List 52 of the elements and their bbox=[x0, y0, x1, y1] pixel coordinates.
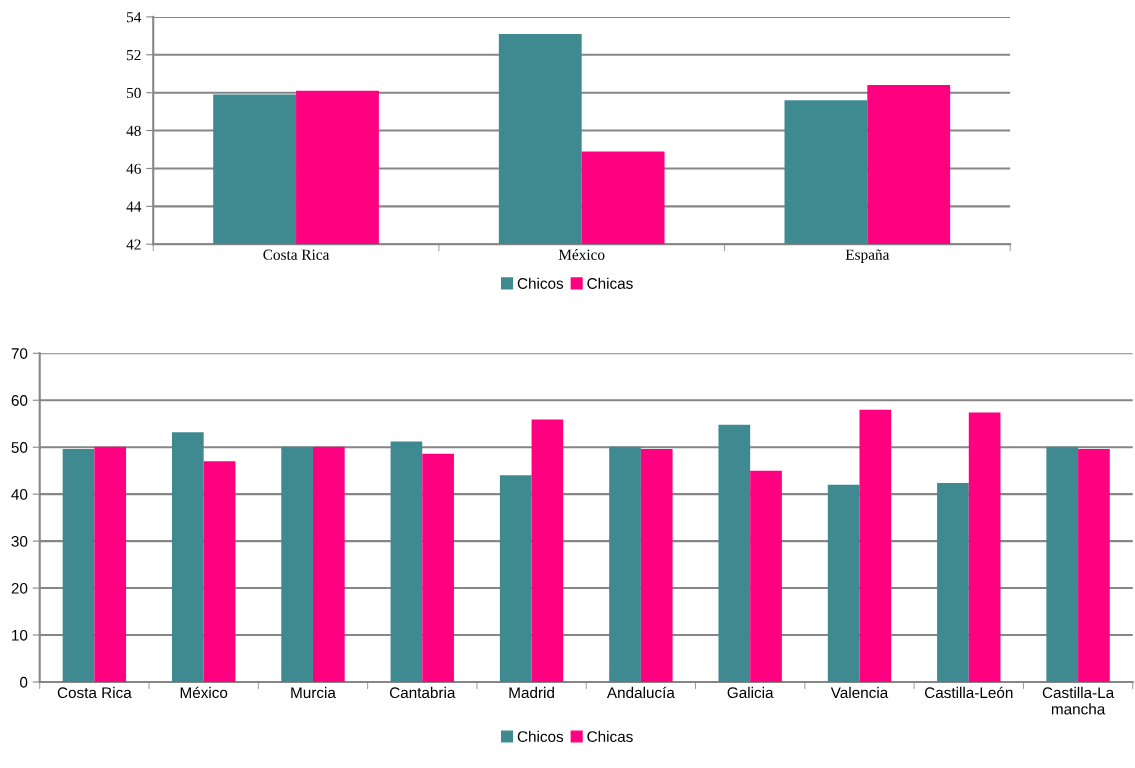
x-tick-label: Galicia bbox=[727, 686, 774, 699]
x-tick-label: Castilla-León bbox=[924, 686, 1013, 699]
bar bbox=[968, 412, 1001, 682]
y-tick-label: 50 bbox=[11, 442, 28, 453]
x-tick-label: España bbox=[845, 249, 890, 263]
x-tick-label: Valencia bbox=[830, 686, 889, 699]
bar bbox=[531, 419, 564, 682]
bar bbox=[1046, 446, 1079, 682]
bar bbox=[203, 461, 236, 682]
bar bbox=[609, 446, 641, 682]
bar bbox=[422, 453, 454, 682]
y-tick-label: 60 bbox=[11, 395, 28, 406]
x-tick-label: Andalucía bbox=[606, 686, 675, 699]
bar bbox=[718, 424, 751, 682]
y-tick-label: 52 bbox=[127, 49, 141, 61]
bar bbox=[750, 470, 782, 682]
bar bbox=[171, 432, 204, 682]
bar bbox=[1078, 449, 1110, 682]
bar bbox=[937, 482, 969, 682]
bar bbox=[859, 409, 892, 682]
y-tick-label: 50 bbox=[127, 87, 141, 99]
legend-label: Chicos bbox=[517, 277, 564, 289]
legend-label: Chicas bbox=[587, 277, 633, 289]
y-tick-label: 20 bbox=[11, 582, 28, 594]
y-tick-label: 10 bbox=[12, 629, 28, 641]
legend-label: Chicos bbox=[517, 730, 564, 743]
bar bbox=[640, 449, 673, 682]
x-tick-label: Madrid bbox=[509, 686, 554, 699]
bar bbox=[499, 475, 532, 682]
y-tick-label: 30 bbox=[11, 535, 28, 547]
y-tick-label: 40 bbox=[11, 489, 28, 500]
bar bbox=[281, 446, 313, 682]
y-tick-label: 48 bbox=[126, 125, 141, 137]
x-tick-label: México bbox=[558, 249, 605, 260]
y-tick-label: 70 bbox=[11, 348, 28, 359]
bar bbox=[94, 446, 127, 682]
y-tick-label: 46 bbox=[126, 163, 141, 174]
x-tick-label: Costa Rica bbox=[263, 249, 330, 260]
legend-label: Chicas bbox=[587, 730, 633, 743]
x-tick-label: Cantabria bbox=[389, 686, 456, 699]
x-tick-label: Castilla-La mancha bbox=[1042, 686, 1115, 715]
x-tick-label: Costa Rica bbox=[57, 686, 132, 699]
bar bbox=[827, 484, 860, 682]
bar bbox=[390, 441, 423, 682]
y-tick-label: 44 bbox=[126, 201, 142, 212]
bar bbox=[312, 446, 345, 682]
y-tick-label: 54 bbox=[127, 12, 142, 23]
bar bbox=[62, 449, 95, 682]
x-tick-label: Murcia bbox=[291, 686, 336, 699]
x-tick-label: México bbox=[180, 686, 228, 699]
y-tick-label: 0 bbox=[20, 676, 28, 688]
y-tick-label: 42 bbox=[126, 239, 141, 250]
